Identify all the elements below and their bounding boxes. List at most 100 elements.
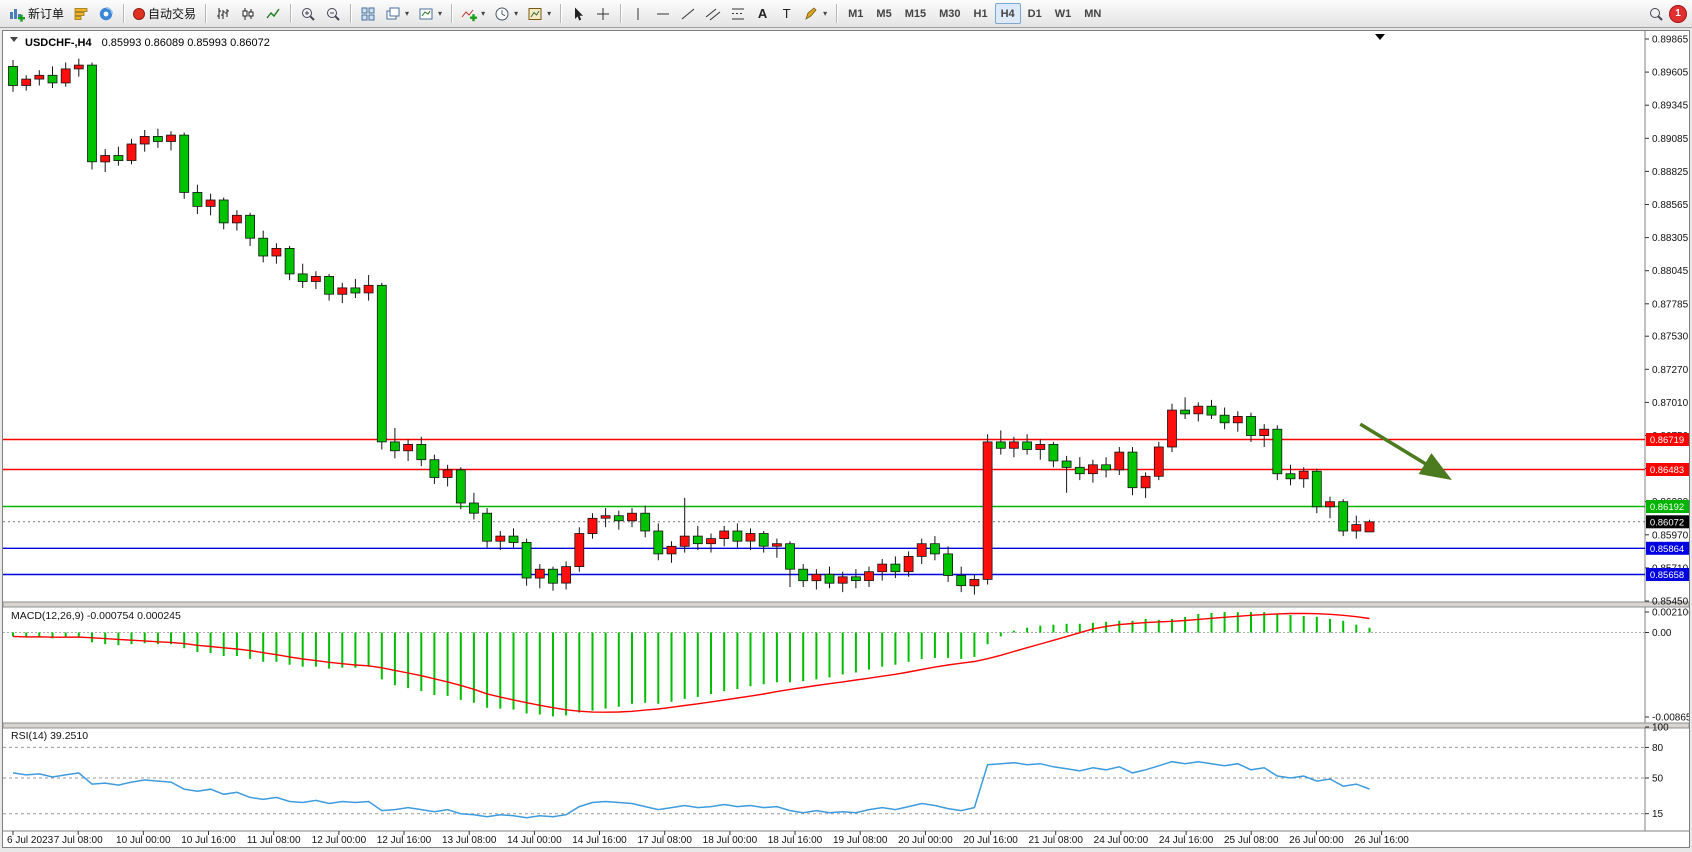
- fibonacci-tool-button[interactable]: [726, 2, 750, 25]
- svg-text:0.85658: 0.85658: [1650, 570, 1684, 581]
- zoom-out-button[interactable]: [321, 2, 345, 25]
- horizontal-level-lines[interactable]: [3, 438, 1645, 576]
- pane-separator[interactable]: [2, 722, 1690, 729]
- vertical-line-tool-button[interactable]: [626, 2, 650, 25]
- timeframe-D1[interactable]: D1: [1022, 3, 1048, 24]
- dropdown-arrow-icon: ▾: [823, 9, 828, 18]
- toolbar-separator: [836, 4, 838, 23]
- svg-text:12 Jul 16:00: 12 Jul 16:00: [377, 835, 432, 846]
- channel-tool-button[interactable]: [701, 2, 725, 25]
- tile-windows-icon: [361, 7, 375, 20]
- market-depth-button[interactable]: [69, 2, 93, 25]
- toolbar-separator: [560, 4, 562, 23]
- svg-text:7 Jul 08:00: 7 Jul 08:00: [54, 835, 103, 846]
- svg-text:0.89605: 0.89605: [1652, 68, 1689, 79]
- svg-text:0.89865: 0.89865: [1652, 35, 1689, 46]
- fibonacci-icon: [732, 8, 745, 19]
- tile-windows-button[interactable]: [356, 2, 380, 25]
- svg-text:20 Jul 00:00: 20 Jul 00:00: [898, 835, 953, 846]
- trend-arrow-annotation[interactable]: [1359, 422, 1452, 480]
- toolbar-separator: [205, 4, 207, 23]
- price-badge: [1646, 541, 1689, 555]
- periods-button[interactable]: ▾: [490, 2, 522, 25]
- timeframe-M15[interactable]: M15: [899, 3, 932, 24]
- time-axis[interactable]: 6 Jul 2023 7 Jul 08:00 10 Jul 00:00 10 Jul …: [7, 831, 1409, 846]
- svg-text:15: 15: [1652, 809, 1664, 820]
- new-order-label: 新订单: [28, 7, 65, 21]
- svg-text:0.86072: 0.86072: [1650, 517, 1684, 528]
- collapse-triangle-icon[interactable]: [10, 37, 18, 42]
- crosshair-tool-button[interactable]: [591, 2, 615, 25]
- text-tool-button[interactable]: A: [751, 2, 774, 25]
- templates-button[interactable]: ▾: [523, 2, 555, 25]
- autotrading-button[interactable]: 自动交易: [129, 2, 200, 25]
- indicators-button[interactable]: ▾: [457, 2, 489, 25]
- indicators-icon: [461, 9, 478, 21]
- timeframe-M1[interactable]: M1: [842, 3, 869, 24]
- notification-badge[interactable]: 1: [1669, 4, 1687, 23]
- svg-text:26 Jul 16:00: 26 Jul 16:00: [1354, 835, 1409, 846]
- community-button[interactable]: [94, 2, 118, 25]
- timeframe-MN[interactable]: MN: [1078, 3, 1107, 24]
- svg-text:0.88565: 0.88565: [1652, 200, 1689, 211]
- dropdown-arrow-icon: ▾: [514, 9, 519, 18]
- svg-text:100: 100: [1652, 723, 1669, 734]
- autotrading-status-icon: [133, 7, 146, 20]
- trendline-icon: [681, 8, 695, 19]
- trendline-tool-button[interactable]: [676, 2, 700, 25]
- svg-text:18 Jul 16:00: 18 Jul 16:00: [768, 835, 823, 846]
- arrows-tool-button[interactable]: ▾: [799, 2, 831, 25]
- timeframe-H1[interactable]: H1: [968, 3, 994, 24]
- svg-text:50: 50: [1652, 774, 1664, 785]
- timeframe-M5[interactable]: M5: [870, 3, 897, 24]
- cursor-tool-button[interactable]: [566, 2, 590, 25]
- svg-text:14 Jul 16:00: 14 Jul 16:00: [572, 835, 627, 846]
- timeframe-M30[interactable]: M30: [933, 3, 966, 24]
- bar-chart-mode-button[interactable]: [211, 2, 235, 25]
- svg-text:17 Jul 08:00: 17 Jul 08:00: [637, 835, 692, 846]
- timeframe-W1[interactable]: W1: [1049, 3, 1078, 24]
- svg-text:6 Jul 2023: 6 Jul 2023: [7, 835, 54, 846]
- autotrading-label: 自动交易: [148, 7, 197, 21]
- svg-text:0.89345: 0.89345: [1652, 101, 1689, 112]
- horizontal-line-tool-button[interactable]: [651, 2, 675, 25]
- svg-text:12 Jul 00:00: 12 Jul 00:00: [312, 835, 367, 846]
- price-badge: [1646, 515, 1689, 529]
- search-button[interactable]: [1644, 2, 1668, 25]
- line-chart-icon: [266, 8, 280, 18]
- chart-profiles-button[interactable]: ▾: [414, 2, 446, 25]
- pane-separator[interactable]: [2, 601, 1690, 608]
- zoom-in-button[interactable]: [296, 2, 320, 25]
- toolbar-separator: [350, 4, 352, 23]
- candlestick-series: [8, 58, 1375, 595]
- svg-text:10 Jul 00:00: 10 Jul 00:00: [116, 835, 171, 846]
- rsi-pane: 100 80 50 15 RSI(14) 39.2510: [3, 723, 1669, 820]
- chart-top-marker-icon: [1375, 34, 1385, 40]
- line-chart-mode-button[interactable]: [261, 2, 285, 25]
- new-order-button[interactable]: 新订单: [5, 2, 68, 25]
- svg-text:0.86719: 0.86719: [1650, 435, 1684, 446]
- svg-text:0.88045: 0.88045: [1652, 266, 1689, 277]
- svg-text:0.85450: 0.85450: [1652, 597, 1689, 608]
- svg-text:80: 80: [1652, 743, 1664, 754]
- timeframe-H4[interactable]: H4: [994, 3, 1021, 24]
- candlestick-mode-button[interactable]: [236, 2, 260, 25]
- dropdown-arrow-icon: ▾: [405, 9, 410, 18]
- new-chart-button[interactable]: ▾: [381, 2, 413, 25]
- svg-text:0.87785: 0.87785: [1652, 299, 1689, 310]
- chart-canvas[interactable]: 0.89865 0.89605 0.89345 0.89085 0.88825 0.885…: [2, 31, 1692, 847]
- svg-text:18 Jul 00:00: 18 Jul 00:00: [703, 835, 758, 846]
- label-tool-button[interactable]: T: [775, 2, 798, 25]
- zoom-in-icon: [302, 7, 315, 21]
- svg-text:25 Jul 08:00: 25 Jul 08:00: [1224, 835, 1279, 846]
- macd-label: MACD(12,26,9) -0.000754 0.000245: [11, 610, 181, 622]
- horizontal-line-icon: [657, 13, 670, 14]
- zoom-out-icon: [327, 7, 340, 21]
- svg-text:14 Jul 00:00: 14 Jul 00:00: [507, 835, 562, 846]
- svg-text:0.85970: 0.85970: [1652, 530, 1689, 541]
- svg-text:-0.008658: -0.008658: [1652, 713, 1689, 724]
- price-badge: [1646, 568, 1689, 581]
- main-toolbar: 新订单 自动交易: [0, 0, 1692, 28]
- channel-icon: [705, 8, 721, 20]
- svg-text:0.88305: 0.88305: [1652, 233, 1689, 244]
